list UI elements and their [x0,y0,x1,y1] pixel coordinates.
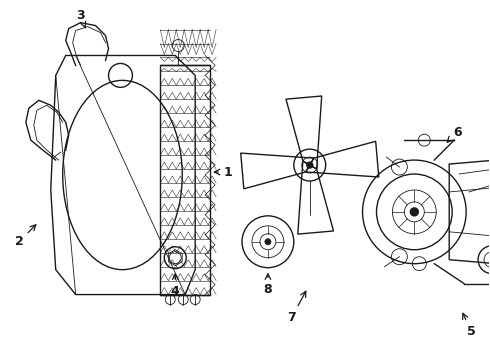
Text: 6: 6 [447,126,462,142]
Text: 1: 1 [214,166,232,179]
Text: 7: 7 [288,291,306,324]
Text: 5: 5 [463,313,475,338]
Circle shape [307,162,313,168]
Text: 2: 2 [15,225,36,248]
Bar [160,66,210,294]
Text: 4: 4 [171,274,180,298]
Text: 8: 8 [264,274,272,296]
Text: 3: 3 [76,9,86,28]
Circle shape [265,239,271,245]
Circle shape [410,208,418,216]
